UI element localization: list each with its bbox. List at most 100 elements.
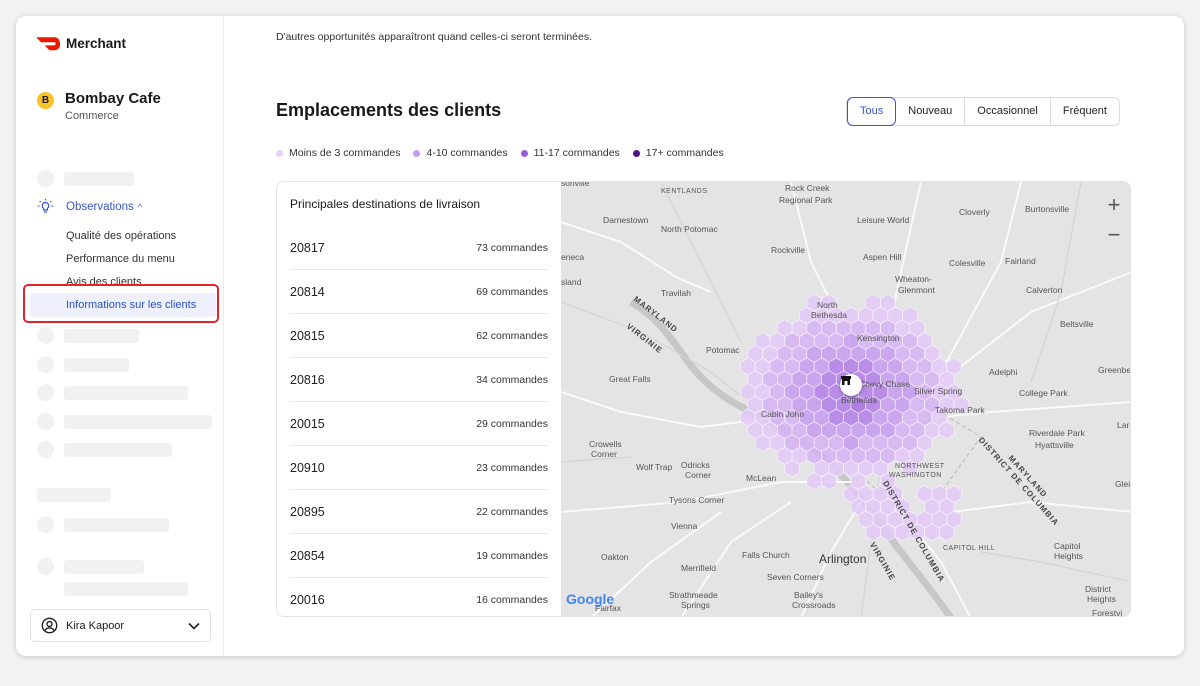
map-place-label: WASHINGTON	[889, 472, 942, 479]
skeleton-heading	[37, 488, 111, 502]
map-base	[561, 182, 1130, 616]
destination-row[interactable]: 20895 22 commandes	[290, 490, 548, 534]
skeleton-label	[64, 560, 144, 574]
legend-dot	[520, 149, 528, 157]
lightbulb-icon	[37, 198, 54, 213]
app-window: Merchant B Bombay Cafe Commerce Ob	[16, 16, 1184, 656]
top-destinations-list: Principales destinations de livraison 20…	[277, 182, 561, 616]
segment-filter: Tous Nouveau Occasionnel Fréquent	[846, 97, 1120, 126]
order-count: 29 commandes	[476, 417, 548, 430]
map-place-label: Rockville	[771, 245, 806, 255]
map-place-label: Forestvi	[1092, 608, 1123, 617]
map-place-label: Beltsville	[1060, 319, 1094, 329]
store-name: Bombay Cafe	[65, 90, 161, 107]
legend-item: 4-10 commandes	[413, 147, 508, 159]
google-attribution: Google	[566, 591, 615, 607]
skeleton-label	[64, 329, 139, 343]
skeleton-icon	[37, 356, 54, 373]
customer-heatmap[interactable]: sonville KENTLANDS Rock Creek Regional P…	[561, 181, 1130, 617]
map-place-label: Great Falls	[609, 374, 651, 384]
map-legend: Moins de 3 commandes 4-10 commandes 11-1…	[276, 147, 737, 159]
zip-code: 20817	[290, 240, 325, 255]
skeleton-icon	[37, 441, 54, 458]
map-place-label: Rock Creek	[785, 183, 830, 193]
skeleton-label	[64, 582, 188, 596]
map-place-label: sonville	[561, 181, 590, 188]
zoom-out-button[interactable]: −	[1107, 222, 1121, 247]
store-location-pin[interactable]	[840, 374, 862, 396]
destination-row[interactable]: 20814 69 commandes	[290, 270, 548, 314]
map-place-label: Vienna	[671, 521, 698, 531]
map-place-label: Kensington	[857, 333, 900, 343]
heatmap-cell	[821, 472, 837, 491]
zip-code: 20895	[290, 504, 325, 519]
destination-row[interactable]: 20016 16 commandes	[290, 578, 548, 616]
map-place-label: Corner	[685, 470, 711, 480]
zoom-in-button[interactable]: +	[1107, 192, 1121, 217]
map-place-label: Darnestown	[603, 215, 649, 225]
doordash-icon	[36, 36, 60, 50]
destination-row[interactable]: 20854 19 commandes	[290, 534, 548, 578]
map-place-label: Corner	[591, 449, 617, 459]
map-place-label: Fairfax	[595, 603, 621, 613]
map-place-label: Heights	[1087, 594, 1116, 604]
map-place-label: Colesville	[949, 258, 986, 268]
user-name: Kira Kapoor	[66, 619, 125, 632]
heatmap-cell	[865, 523, 881, 542]
selection-highlight	[23, 284, 219, 323]
order-count: 69 commandes	[476, 285, 548, 298]
map-place-label: Lar	[1117, 420, 1130, 430]
heatmap-cell	[938, 421, 955, 440]
merchant-logo[interactable]: Merchant	[36, 36, 126, 51]
map-place-label: Wheaton-	[895, 274, 932, 284]
opportunities-notice: D'autres opportunités apparaîtront quand…	[276, 31, 593, 43]
sidebar: Merchant B Bombay Cafe Commerce Ob	[16, 16, 224, 656]
map-place-label: McLean	[746, 473, 777, 483]
map-place-label: District	[1085, 584, 1111, 594]
map-place-label: Regional Park	[779, 195, 833, 205]
nav-item-operations-quality[interactable]: Qualité des opérations	[66, 230, 177, 242]
legend-dot	[413, 149, 421, 157]
nav-section-observations[interactable]: Observations ^	[37, 198, 142, 215]
heatmap-cell	[879, 523, 896, 542]
map-place-label: Oakton	[601, 552, 629, 562]
store-avatar: B	[37, 92, 54, 109]
order-count: 73 commandes	[476, 241, 548, 254]
legend-dot	[276, 149, 283, 157]
zip-code: 20016	[290, 593, 325, 607]
map-place-label: Strathmeade	[669, 590, 718, 600]
legend-label: Moins de 3 commandes	[289, 147, 401, 159]
zip-code: 20910	[290, 460, 325, 475]
skeleton-icon	[37, 327, 54, 344]
legend-item: Moins de 3 commandes	[276, 147, 400, 159]
destination-row[interactable]: 20015 29 commandes	[290, 402, 548, 446]
order-count: 34 commandes	[476, 373, 548, 386]
zip-code: 20816	[290, 372, 325, 387]
filter-new[interactable]: Nouveau	[896, 98, 966, 125]
heatmap-cell	[806, 472, 823, 491]
map-place-label: Heights	[1054, 551, 1083, 561]
filter-occasional[interactable]: Occasionnel	[965, 98, 1051, 125]
map-place-label: Adelphi	[989, 367, 1018, 377]
skeleton-icon	[37, 516, 54, 533]
map-place-label: Riverdale Park	[1029, 428, 1085, 438]
destination-row[interactable]: 20815 62 commandes	[290, 314, 548, 358]
filter-all[interactable]: Tous	[847, 97, 897, 126]
map-place-label: Odricks	[681, 460, 710, 470]
nav-item-customer-insights[interactable]: Informations sur les clients	[30, 293, 216, 317]
destination-row[interactable]: 20910 23 commandes	[290, 446, 548, 490]
destination-row[interactable]: 20816 34 commandes	[290, 358, 548, 402]
legend-dot	[632, 149, 640, 157]
skeleton-label	[64, 358, 129, 372]
zip-code: 20814	[290, 284, 325, 299]
list-title: Principales destinations de livraison	[290, 197, 481, 211]
map-place-label: Potomac	[706, 345, 740, 355]
app-name: Merchant	[66, 36, 127, 51]
nav-section-label: Observations	[66, 200, 134, 213]
destination-row[interactable]: 20817 73 commandes	[290, 226, 548, 270]
filter-frequent[interactable]: Fréquent	[1062, 105, 1107, 117]
user-menu[interactable]: Kira Kapoor	[30, 609, 211, 642]
map-place-label: Cloverly	[959, 207, 990, 217]
nav-item-menu-performance[interactable]: Performance du menu	[66, 253, 175, 265]
legend-label: 17+ commandes	[645, 147, 724, 159]
